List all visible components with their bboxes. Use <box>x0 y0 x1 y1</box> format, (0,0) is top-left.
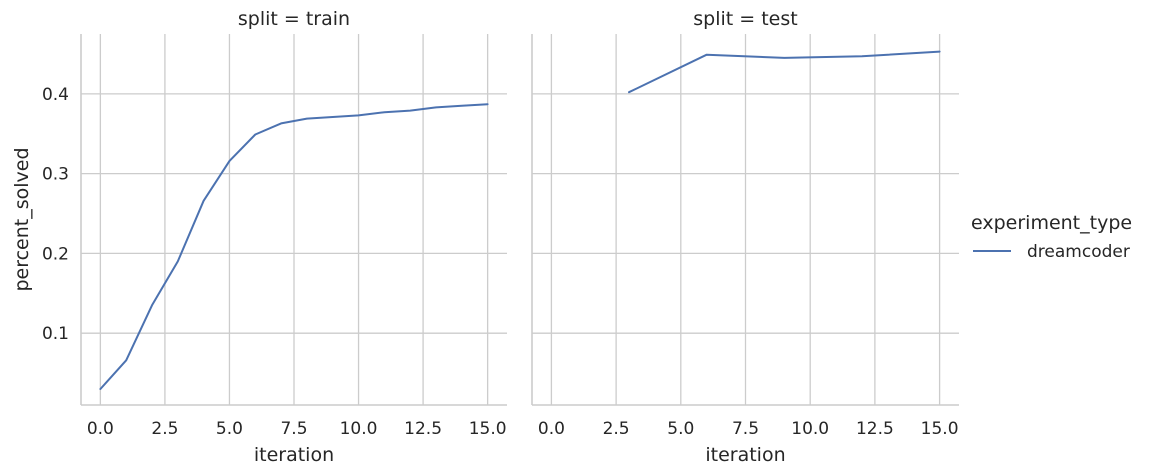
legend-label-dreamcoder: dreamcoder <box>1027 242 1130 262</box>
y-tick-label: 0.3 <box>42 165 69 185</box>
panel-train: 0.0 2.5 5.0 7.5 10.0 12.5 15.0 0.1 0.2 0.3 0.4 spli… <box>11 8 507 466</box>
x-axis-label: iteration <box>705 444 785 466</box>
panel-title: split = train <box>238 8 350 30</box>
y-tick-label: 0.4 <box>42 85 69 105</box>
x-tick-label: 2.5 <box>151 419 178 439</box>
x-tick-label: 12.5 <box>404 419 442 439</box>
x-axis-label: iteration <box>254 444 334 466</box>
x-tick-label: 7.5 <box>732 419 759 439</box>
x-tick-label: 2.5 <box>603 419 630 439</box>
x-tick-label: 0.0 <box>87 419 114 439</box>
x-tick-label: 0.0 <box>538 419 565 439</box>
x-tick-label: 7.5 <box>280 419 307 439</box>
x-tick-label: 15.0 <box>921 419 959 439</box>
legend: experiment_type dreamcoder <box>971 212 1132 262</box>
y-tick-label: 0.2 <box>42 244 69 264</box>
y-tick-label: 0.1 <box>42 324 69 344</box>
panels: 0.0 2.5 5.0 7.5 10.0 12.5 15.0 0.1 0.2 0.3 0.4 spli… <box>11 8 959 466</box>
legend-title: experiment_type <box>971 212 1132 234</box>
x-tick-label: 5.0 <box>667 419 694 439</box>
x-tick-label: 15.0 <box>469 419 507 439</box>
panel-test: 0.0 2.5 5.0 7.5 10.0 12.5 15.0 split = test iter… <box>531 8 959 466</box>
x-tick-label: 10.0 <box>340 419 378 439</box>
x-tick-label: 12.5 <box>856 419 894 439</box>
panel-title: split = test <box>693 8 797 30</box>
x-tick-label: 5.0 <box>216 419 243 439</box>
series-line-dreamcoder <box>99 103 489 390</box>
series-line-dreamcoder <box>628 50 941 94</box>
x-tick-label: 10.0 <box>791 419 829 439</box>
y-axis-label: percent_solved <box>11 147 33 291</box>
